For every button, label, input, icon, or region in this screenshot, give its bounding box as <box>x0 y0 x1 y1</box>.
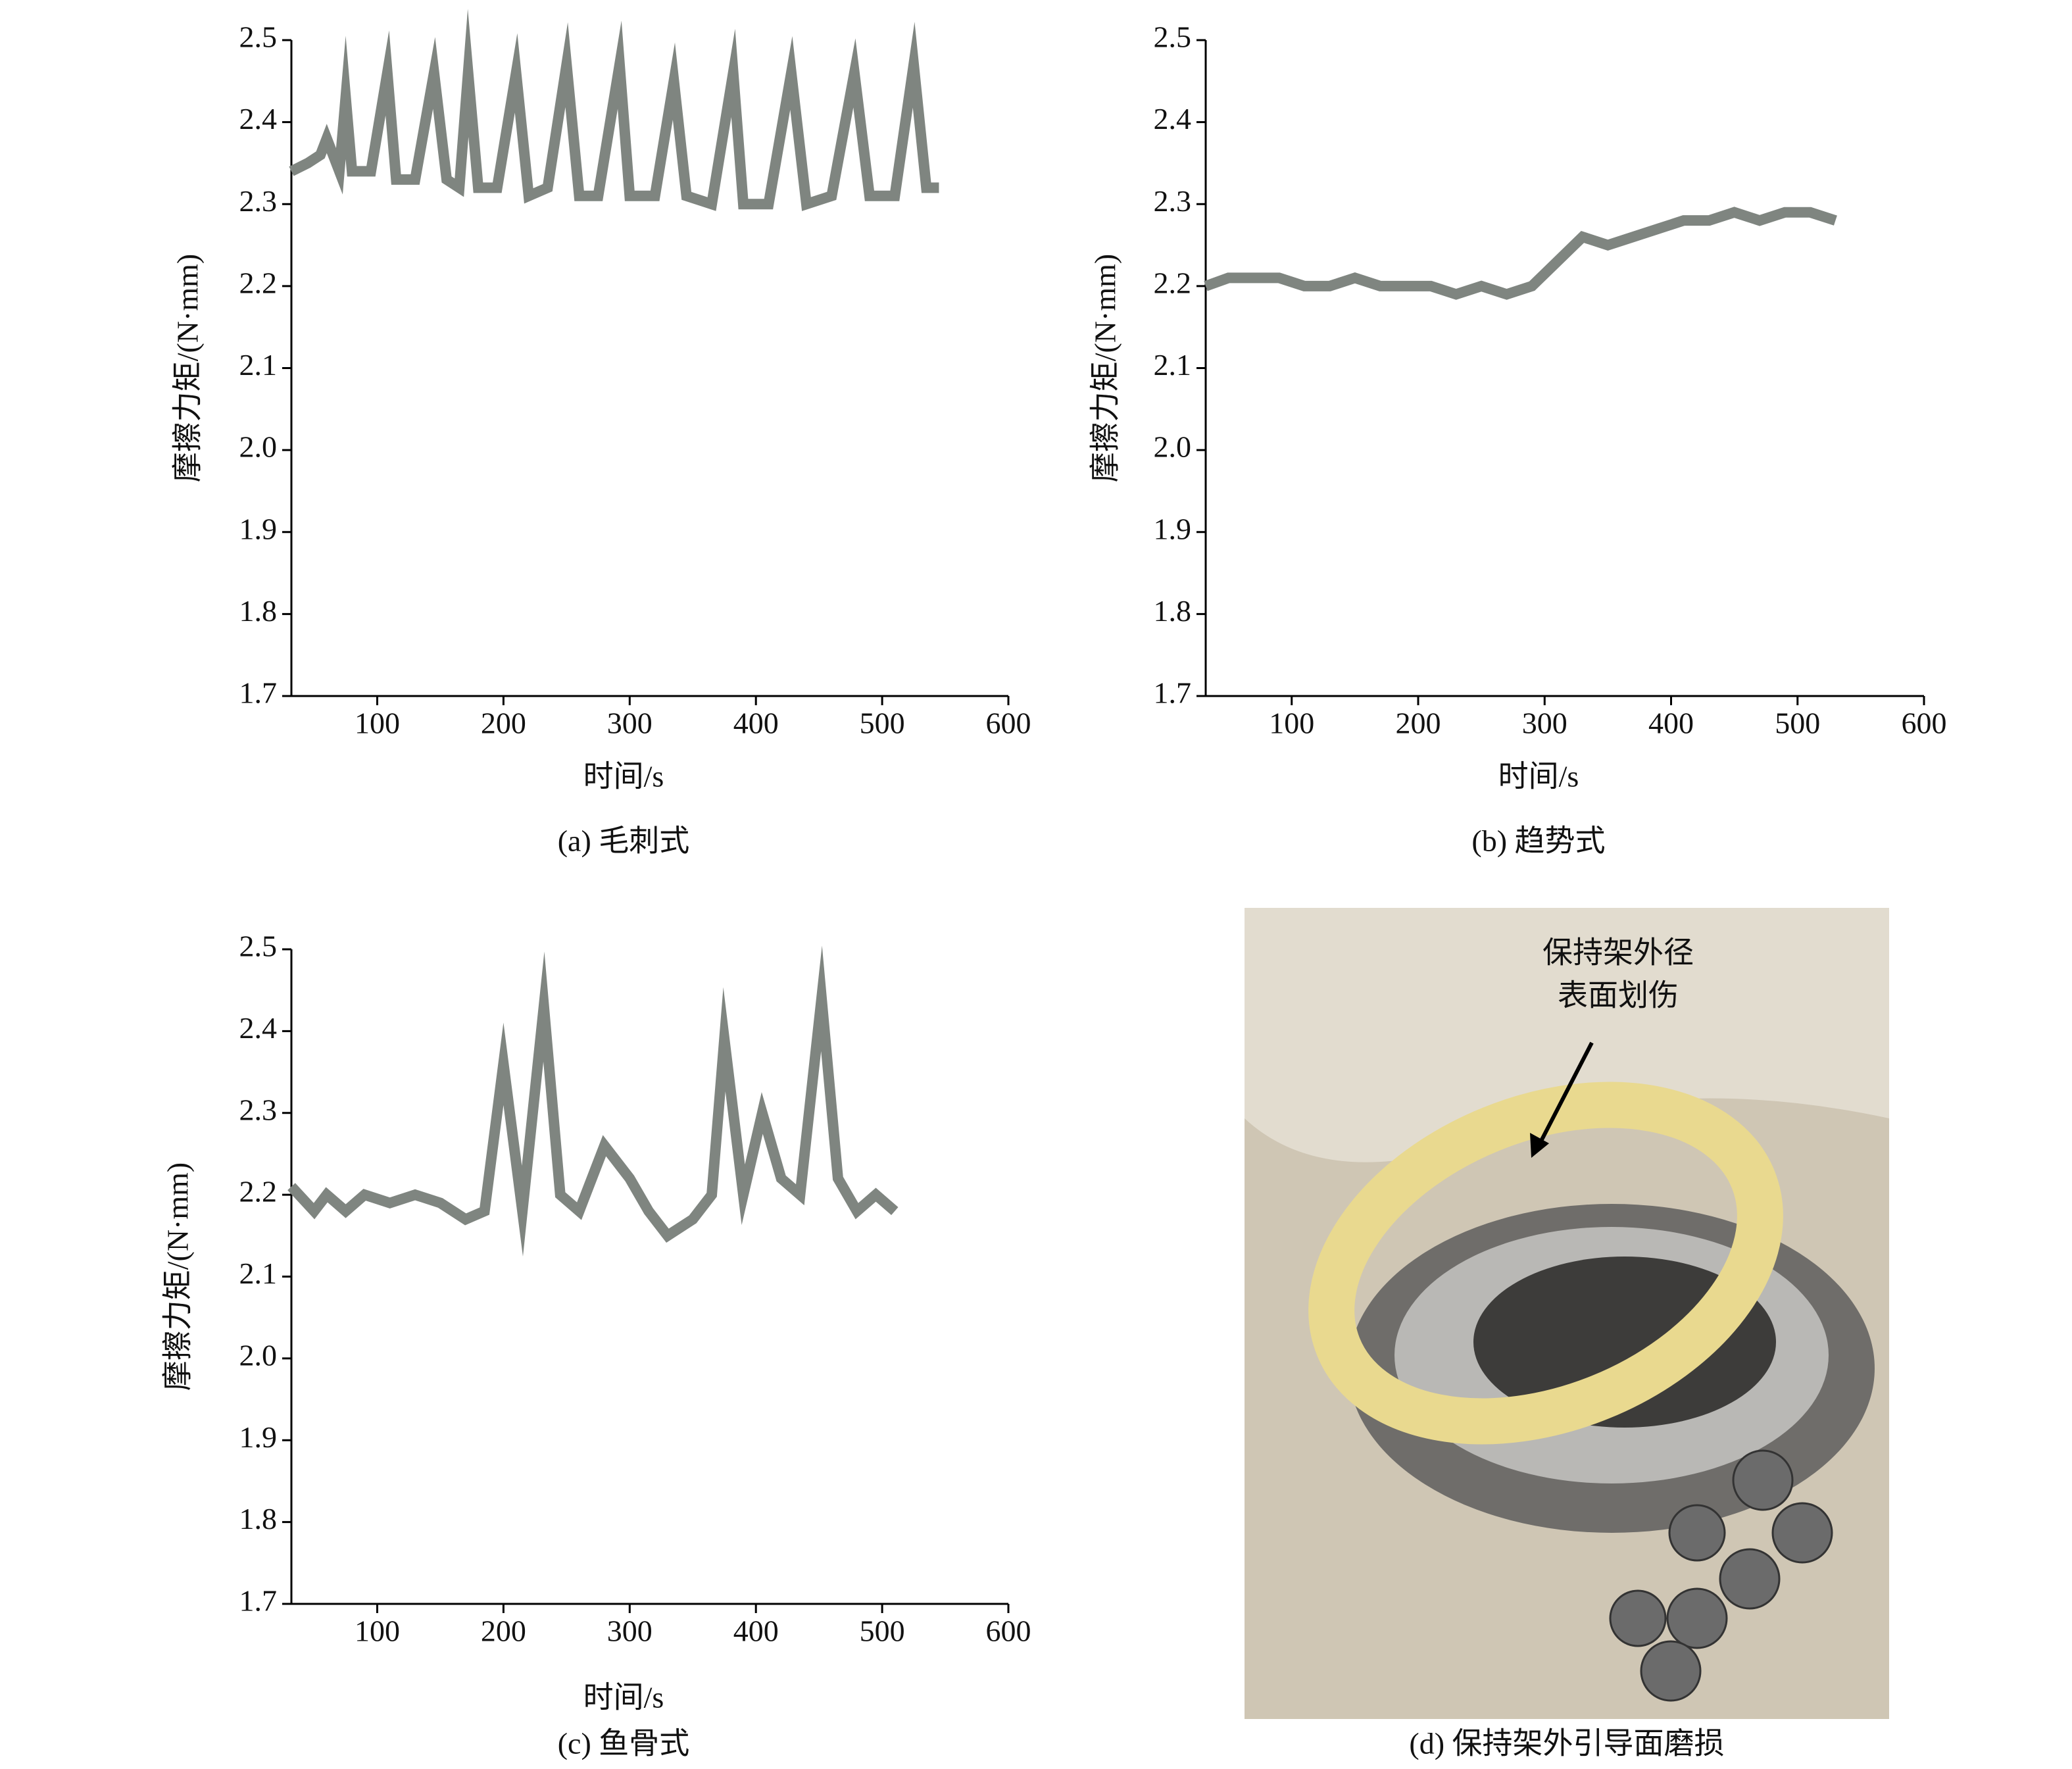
y-tick-label: 1.9 <box>239 512 278 545</box>
y-tick-label: 1.7 <box>239 1584 278 1618</box>
photo-annotation: 保持架外径 <box>1542 936 1694 970</box>
y-tick-label: 2.5 <box>239 930 278 963</box>
y-tick-label: 2.2 <box>1154 266 1192 299</box>
chart-caption: (c) 鱼骨式 <box>558 1727 690 1760</box>
x-tick-label: 200 <box>481 1614 526 1648</box>
y-tick-label: 2.0 <box>239 1338 278 1372</box>
y-tick-label: 1.8 <box>239 594 278 628</box>
y-tick-label: 2.2 <box>239 266 278 299</box>
y-tick-label: 1.7 <box>1154 676 1192 710</box>
y-tick-label: 2.3 <box>239 184 278 218</box>
y-tick-label: 2.3 <box>239 1093 278 1126</box>
bearing-bore <box>1473 1257 1776 1428</box>
data-line <box>1204 207 1837 300</box>
x-tick-label: 400 <box>733 1614 779 1648</box>
x-tick-label: 200 <box>481 707 526 740</box>
y-tick-label: 2.3 <box>1154 184 1192 218</box>
x-tick-label: 500 <box>860 1614 905 1648</box>
x-axis-label: 时间/s <box>583 1681 664 1714</box>
x-tick-label: 100 <box>1269 707 1314 740</box>
x-tick-label: 300 <box>607 1614 653 1648</box>
y-tick-label: 1.7 <box>239 676 278 710</box>
y-tick-label: 1.8 <box>239 1502 278 1535</box>
x-tick-label: 500 <box>860 707 905 740</box>
chart-caption: (b) 趋势式 <box>1471 824 1605 858</box>
x-axis-label: 时间/s <box>583 760 664 793</box>
y-tick-label: 2.4 <box>239 102 278 136</box>
data-line <box>289 9 939 211</box>
y-tick-label: 2.4 <box>239 1011 278 1045</box>
arrow-head <box>1530 1133 1549 1158</box>
balls <box>1609 1449 1833 1702</box>
x-tick-label: 200 <box>1395 707 1441 740</box>
y-tick-label: 2.2 <box>239 1175 278 1208</box>
y-tick-label: 2.1 <box>239 1257 278 1290</box>
x-tick-label: 300 <box>607 707 653 740</box>
y-axis-label: 摩擦力矩/(N·mm) <box>161 1162 195 1391</box>
cage <box>1308 1082 1783 1445</box>
photo-caption: (d) 保持架外引导面磨损 <box>1409 1727 1724 1760</box>
photo-panel: 保持架外径 表面划伤 <box>1245 908 1889 1719</box>
x-tick-label: 600 <box>986 1614 1031 1648</box>
y-tick-label: 2.0 <box>239 430 278 464</box>
y-axis-label: 摩擦力矩/(N·mm) <box>171 254 205 483</box>
plastic-sheet <box>1245 908 1889 1162</box>
y-tick-label: 1.9 <box>1154 512 1192 545</box>
x-tick-label: 100 <box>355 1614 400 1648</box>
x-tick-label: 600 <box>986 707 1031 740</box>
arrow <box>1537 1041 1594 1146</box>
y-tick-label: 2.1 <box>1154 348 1192 382</box>
x-tick-label: 500 <box>1775 707 1820 740</box>
y-tick-label: 1.9 <box>239 1420 278 1454</box>
x-tick-label: 400 <box>733 707 779 740</box>
y-tick-label: 2.5 <box>1154 20 1192 54</box>
y-tick-label: 1.8 <box>1154 594 1192 628</box>
x-tick-label: 600 <box>1902 707 1947 740</box>
y-tick-label: 2.5 <box>239 20 278 54</box>
x-axis-label: 时间/s <box>1498 760 1579 793</box>
y-axis-label: 摩擦力矩/(N·mm) <box>1089 254 1122 483</box>
x-tick-label: 100 <box>355 707 400 740</box>
y-tick-label: 2.1 <box>239 348 278 382</box>
chart-caption: (a) 毛刺式 <box>558 824 690 858</box>
x-tick-label: 300 <box>1522 707 1567 740</box>
x-tick-label: 400 <box>1648 707 1694 740</box>
y-tick-label: 2.0 <box>1154 430 1192 464</box>
y-tick-label: 2.4 <box>1154 102 1192 136</box>
data-line <box>287 945 899 1257</box>
photo-annotation: 表面划伤 <box>1558 979 1679 1012</box>
